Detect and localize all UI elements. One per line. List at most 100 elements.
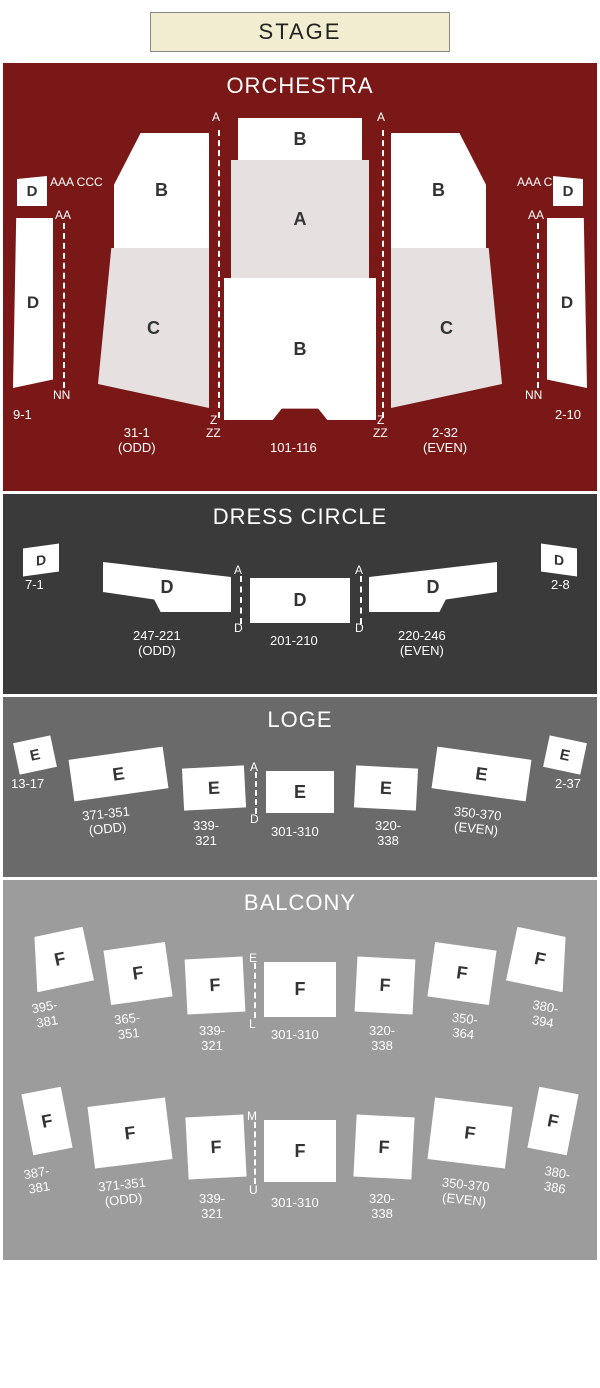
orch-seats-farleft: 9-1 xyxy=(13,408,32,423)
dress-row-a-left: A xyxy=(234,564,242,577)
balc-r2-seats-s6: 350-370 (EVEN) xyxy=(440,1176,491,1211)
balc-r2-seats-s4: 301-310 xyxy=(271,1196,319,1211)
loge-s7[interactable]: E xyxy=(543,735,587,774)
loge-s6[interactable]: E xyxy=(432,747,532,802)
balc-row-l: L xyxy=(249,1018,256,1031)
orch-row-zz-left: ZZ xyxy=(206,427,221,440)
orch-row-aa-left: AA xyxy=(55,209,71,222)
stage-label: STAGE xyxy=(259,19,342,45)
balc-r2-s2[interactable]: F xyxy=(88,1097,173,1168)
orch-row-nn-left: NN xyxy=(53,389,70,402)
dress-row-d-right: D xyxy=(355,622,364,635)
balc-row-m: M xyxy=(247,1110,257,1123)
balcony-level: BALCONY F F F F F F F F F F F F F F E L … xyxy=(3,880,597,1260)
loge-seats-s1: 13-17 xyxy=(11,777,44,792)
balc-row-u: U xyxy=(249,1184,258,1197)
orch-row-a-left: A xyxy=(212,111,220,124)
orch-row-zz-right: ZZ xyxy=(373,427,388,440)
dress-far-left[interactable]: D xyxy=(23,543,59,576)
balc-r1-seats-s2: 365- 351 xyxy=(114,1011,143,1043)
loge-row-d: D xyxy=(250,813,259,826)
dress-right[interactable]: D xyxy=(369,562,497,612)
orch-left-b[interactable]: B xyxy=(114,133,209,248)
orch-center-a[interactable]: A xyxy=(231,160,369,278)
loge-s5[interactable]: E xyxy=(354,765,418,810)
balc-r1-seats-s1: 395- 381 xyxy=(31,998,62,1032)
orch-left-c[interactable]: C xyxy=(98,248,209,408)
balc-r1-s7[interactable]: F xyxy=(506,927,574,993)
balc-r2-s6[interactable]: F xyxy=(428,1097,513,1168)
loge-s3[interactable]: E xyxy=(182,765,246,810)
loge-title: LOGE xyxy=(3,697,597,733)
orchestra-title: ORCHESTRA xyxy=(3,63,597,99)
orch-seats-left: 31-1 (ODD) xyxy=(118,426,156,456)
loge-level: LOGE E E E E E E E A D 13-17 371-351 (OD… xyxy=(3,697,597,877)
balc-row-e: E xyxy=(249,952,257,965)
orch-seats-center: 101-116 xyxy=(270,441,317,456)
balc-r1-seats-s6: 350- 364 xyxy=(450,1011,479,1043)
loge-s4[interactable]: E xyxy=(266,771,334,813)
dress-row-a-right: A xyxy=(355,564,363,577)
orch-center-top-b[interactable]: B xyxy=(238,118,362,160)
loge-seats-s3: 339- 321 xyxy=(193,819,219,849)
dress-far-right[interactable]: D xyxy=(541,543,577,576)
balc-aisle-1 xyxy=(254,963,256,1018)
balc-r1-s2[interactable]: F xyxy=(103,942,172,1005)
balc-r2-seats-s1: 387- 381 xyxy=(23,1164,54,1198)
loge-seats-s4: 301-310 xyxy=(271,825,319,840)
balc-r2-seats-s3: 339- 321 xyxy=(199,1192,225,1222)
dress-circle-level: DRESS CIRCLE D D D D D A D A D 7-1 247-2… xyxy=(3,494,597,694)
orch-row-nn-right: NN xyxy=(525,389,542,402)
dress-center[interactable]: D xyxy=(250,578,350,623)
balc-r2-s3[interactable]: F xyxy=(185,1115,246,1180)
balc-r2-s1[interactable]: F xyxy=(21,1087,72,1155)
orch-right-c[interactable]: C xyxy=(391,248,502,408)
loge-s2[interactable]: E xyxy=(69,747,169,802)
balc-r1-s4[interactable]: F xyxy=(264,962,336,1017)
orch-row-aaaccc-left: AAA CCC xyxy=(50,176,103,189)
dress-seats-farright: 2-8 xyxy=(551,578,570,593)
balc-r1-s6[interactable]: F xyxy=(427,942,496,1005)
balc-r2-seats-s7: 380- 386 xyxy=(541,1164,572,1198)
balc-r1-s1[interactable]: F xyxy=(26,927,94,993)
dress-seats-left: 247-221 (ODD) xyxy=(133,629,181,659)
dress-row-d-left: D xyxy=(234,622,243,635)
balc-r2-seats-s2: 371-351 (ODD) xyxy=(98,1176,149,1211)
loge-seats-s2: 371-351 (ODD) xyxy=(82,805,133,840)
balc-r2-s7[interactable]: F xyxy=(527,1087,578,1155)
orch-aisle-farright xyxy=(537,223,539,388)
dress-aisle-left xyxy=(240,576,242,624)
dress-seats-farleft: 7-1 xyxy=(25,578,44,593)
orch-right-b[interactable]: B xyxy=(391,133,486,248)
orchestra-level: ORCHESTRA B A B B C B C D D D D A A Z ZZ… xyxy=(3,63,597,491)
loge-seats-s5: 320- 338 xyxy=(375,819,401,849)
stage-box: STAGE xyxy=(150,12,450,52)
balc-r1-s5[interactable]: F xyxy=(355,957,416,1015)
loge-aisle xyxy=(255,772,257,814)
orch-row-aa-right: AA xyxy=(528,209,544,222)
dress-seats-center: 201-210 xyxy=(270,634,318,649)
orch-far-right-d-bot[interactable]: D xyxy=(547,218,587,388)
dress-title: DRESS CIRCLE xyxy=(3,494,597,530)
dress-seats-right: 220-246 (EVEN) xyxy=(398,629,446,659)
orch-aisle-farleft xyxy=(63,223,65,388)
orch-far-left-d-bot[interactable]: D xyxy=(13,218,53,388)
orch-center-bot-b[interactable]: B xyxy=(224,278,376,420)
balc-r1-s3[interactable]: F xyxy=(185,957,246,1015)
balc-aisle-2 xyxy=(254,1122,256,1184)
dress-left[interactable]: D xyxy=(103,562,231,612)
orch-far-left-d-top[interactable]: D xyxy=(17,176,47,206)
balc-r2-seats-s5: 320- 338 xyxy=(369,1192,395,1222)
orch-seats-farright: 2-10 xyxy=(555,408,581,423)
balc-r1-seats-s7: 380- 394 xyxy=(529,998,560,1032)
balcony-title: BALCONY xyxy=(3,880,597,916)
orch-aisle-left xyxy=(218,130,220,418)
loge-seats-s6: 350-370 (EVEN) xyxy=(452,805,503,840)
balc-r1-seats-s4: 301-310 xyxy=(271,1028,319,1043)
loge-s1[interactable]: E xyxy=(13,735,57,774)
balc-r2-s5[interactable]: F xyxy=(353,1115,414,1180)
orch-aisle-right xyxy=(382,130,384,418)
orch-row-a-right: A xyxy=(377,111,385,124)
balc-r2-s4[interactable]: F xyxy=(264,1120,336,1182)
stage-area: STAGE xyxy=(0,0,600,60)
